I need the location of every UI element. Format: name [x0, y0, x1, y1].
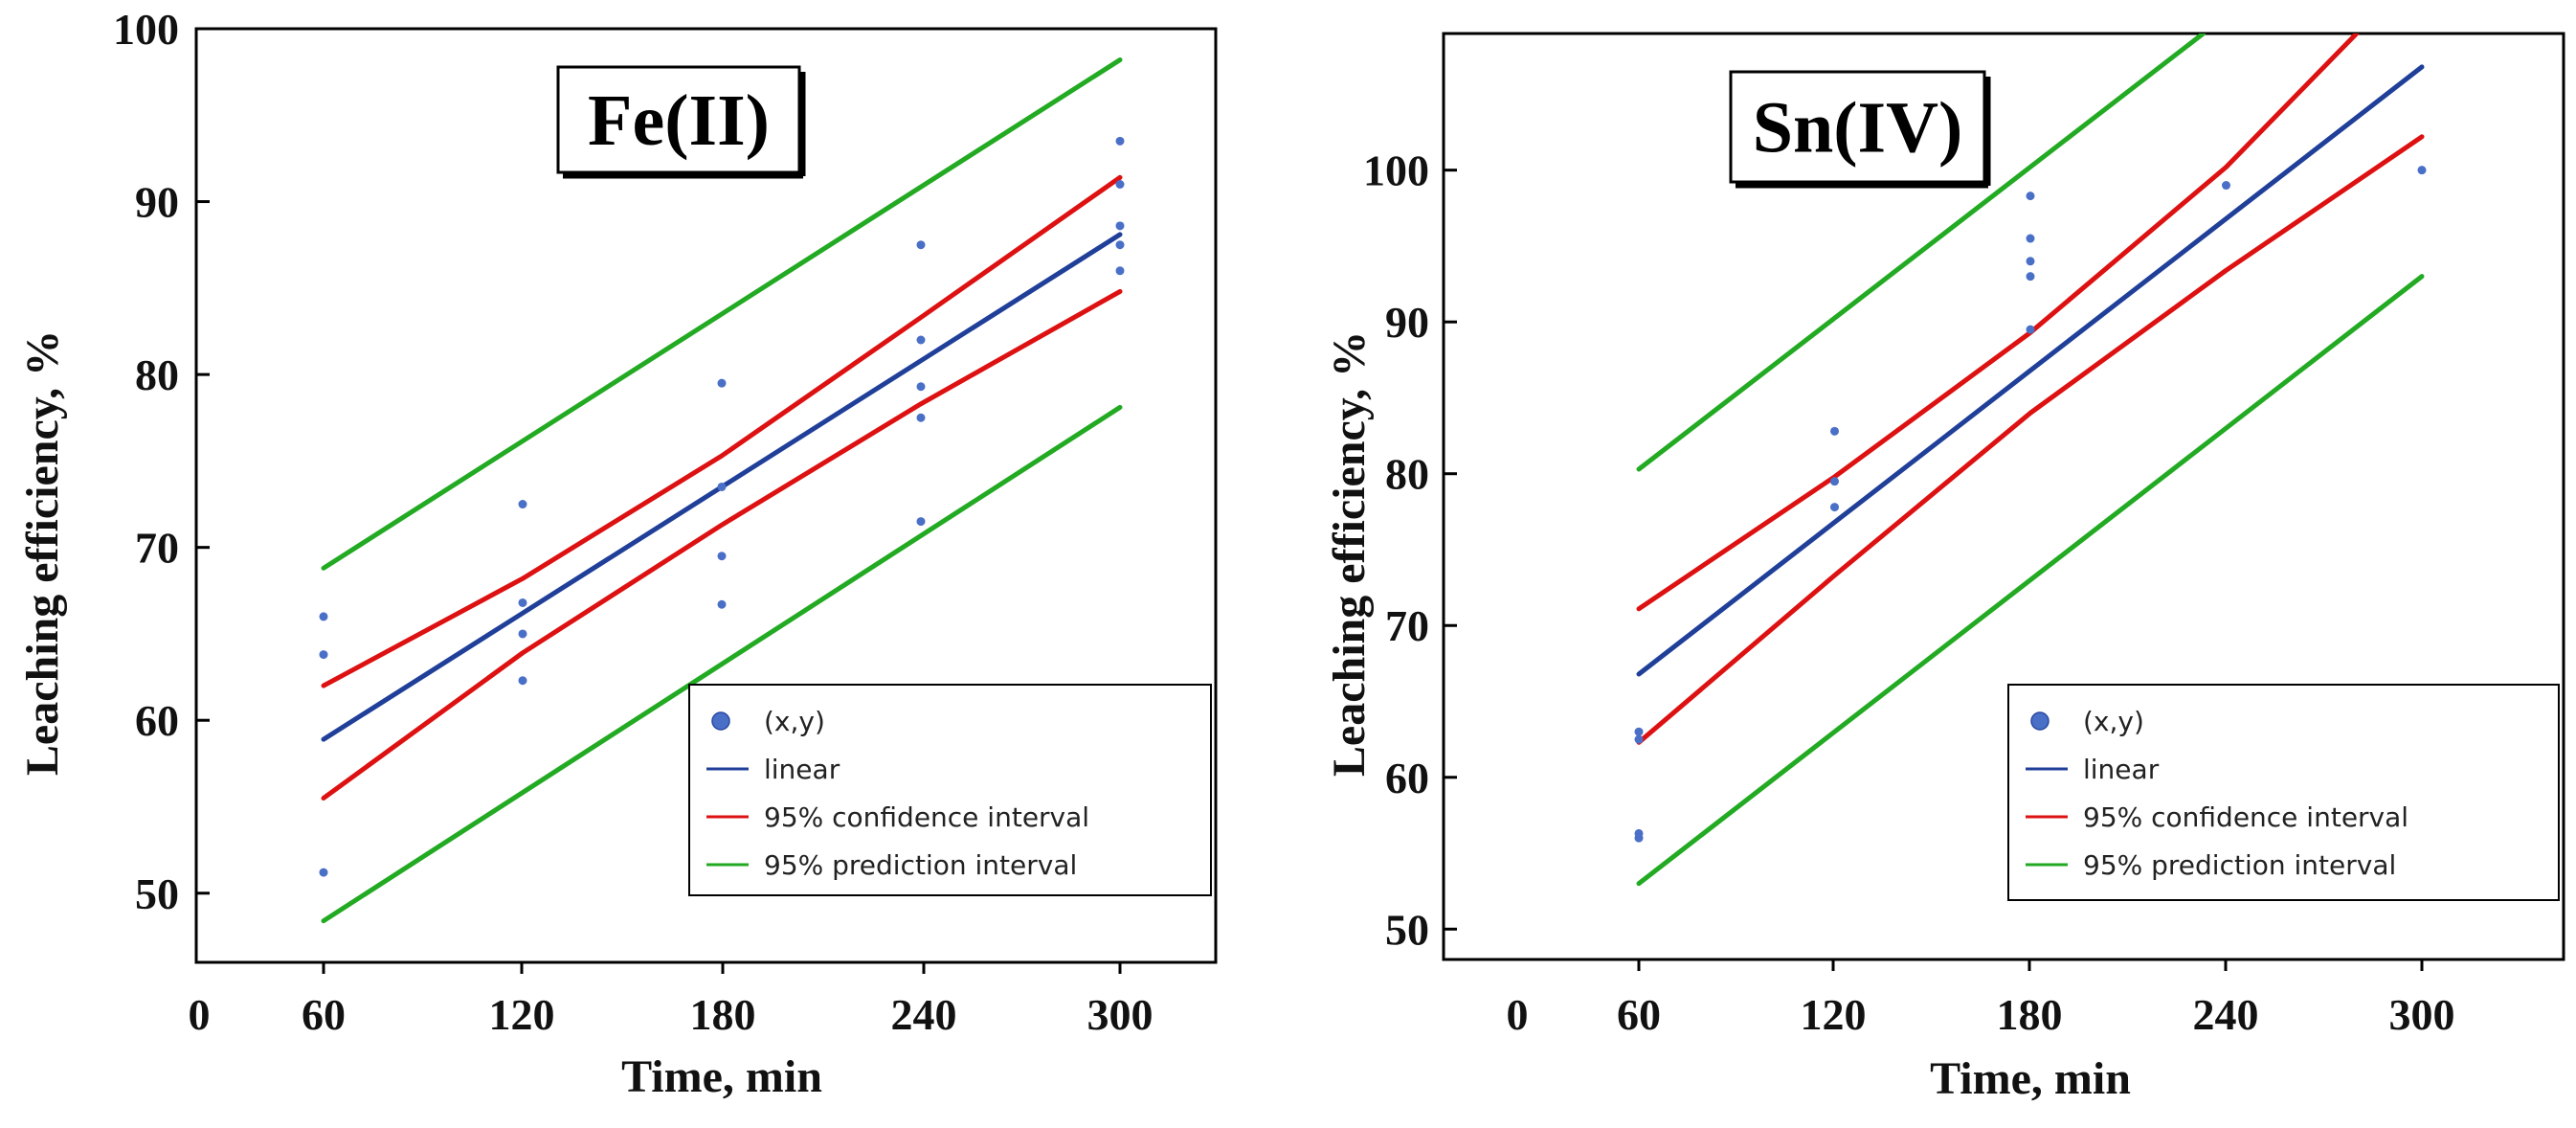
plot-frame	[194, 27, 1218, 964]
x-tick-label: 180	[1997, 990, 2063, 1039]
x-tick-label: 180	[690, 990, 756, 1039]
data-point	[916, 240, 926, 250]
y-axis-label: Leaching efficiency, %	[1324, 331, 1375, 777]
data-point	[916, 382, 926, 392]
data-point	[2026, 257, 2035, 266]
x-tick-label: 0	[1507, 990, 1529, 1039]
legend-point-marker	[2030, 711, 2050, 731]
x-tick-label: 60	[1617, 990, 1661, 1039]
legend-label: linear	[764, 754, 840, 785]
chart-panel-1: 50 60 70 80 90 100 0 60 120 180 240 300 Time, min Lea…	[17, 5, 1218, 1102]
data-point	[717, 552, 727, 561]
x-tick-label: 60	[302, 990, 346, 1039]
x-axis-label: Time, min	[1930, 1053, 2131, 1104]
data-point	[518, 629, 527, 639]
data-point	[2026, 192, 2035, 201]
y-tick-label: 60	[135, 696, 179, 745]
data-point	[1115, 136, 1125, 146]
y-tick-label: 50	[135, 869, 179, 918]
data-point	[319, 612, 328, 621]
panel-title: Sn(IV)	[1753, 88, 1963, 169]
data-point	[1115, 266, 1125, 276]
data-point	[319, 650, 328, 660]
data-point	[1634, 734, 1644, 744]
series-line-95-prediction-interval	[1636, 34, 2206, 472]
series-group	[319, 57, 1125, 924]
y-tick-label: 100	[1363, 147, 1429, 195]
data-point	[1115, 240, 1125, 250]
x-tick-label: 300	[2389, 990, 2455, 1039]
data-point	[1830, 426, 1839, 436]
data-point	[1115, 221, 1125, 231]
data-point	[319, 868, 328, 877]
data-point	[916, 413, 926, 422]
data-point	[717, 599, 727, 609]
panel-title: Fe(II)	[588, 80, 770, 161]
legend-box	[2007, 684, 2560, 901]
data-point	[2417, 166, 2427, 175]
data-point	[717, 378, 727, 388]
legend-label: 95% prediction interval	[764, 849, 1077, 881]
x-axis-label: Time, min	[621, 1051, 822, 1102]
data-point	[916, 335, 926, 345]
legend-label: linear	[2083, 754, 2160, 785]
legend-point-marker	[711, 711, 730, 731]
y-tick-label: 80	[135, 350, 179, 399]
legend-box	[688, 684, 1212, 896]
x-tick-label: 240	[891, 990, 957, 1039]
series-line-95-confidence-interval	[1636, 134, 2425, 745]
data-point	[2026, 234, 2035, 243]
y-tick-label: 80	[1385, 450, 1429, 499]
y-tick-label: 60	[1385, 754, 1429, 802]
data-point	[916, 517, 926, 527]
data-point	[2026, 325, 2035, 334]
y-tick-label: 100	[113, 5, 179, 54]
series-group	[1634, 34, 2427, 887]
legend-label: 95% confidence interval	[2083, 801, 2408, 833]
data-point	[717, 482, 727, 491]
data-point	[2222, 181, 2230, 191]
data-point	[518, 500, 527, 509]
y-tick-label: 70	[1385, 601, 1429, 650]
x-tick-label: 240	[2193, 990, 2259, 1039]
x-tick-label: 120	[1801, 990, 1867, 1039]
legend-label: (x,y)	[2083, 706, 2144, 737]
data-point	[2026, 272, 2035, 282]
y-axis-label: Leaching efficiency, %	[17, 330, 68, 776]
y-tick-label: 90	[1385, 298, 1429, 347]
data-point	[518, 598, 527, 607]
data-point	[518, 676, 527, 686]
data-point	[1830, 477, 1839, 486]
data-point	[1115, 180, 1125, 189]
x-tick-label: 300	[1087, 990, 1154, 1039]
series-line-95-prediction-interval	[321, 404, 1123, 924]
legend-label: 95% prediction interval	[2083, 849, 2396, 881]
plot-frame	[1442, 32, 2565, 961]
y-tick-label: 90	[135, 178, 179, 227]
legend-label: (x,y)	[764, 706, 825, 737]
data-point	[1830, 503, 1839, 512]
series-line-95-confidence-interval	[321, 174, 1123, 688]
chart-panel-2: 50 60 70 80 90 100 0 60 120 180 240 300 Time, min Lea…	[1324, 32, 2565, 1104]
x-tick-label: 0	[189, 990, 211, 1039]
series-line-95-prediction-interval	[321, 57, 1123, 571]
panel-title-box	[556, 65, 801, 174]
series-line-95-confidence-interval	[321, 288, 1123, 801]
series-line-95-prediction-interval	[1636, 274, 2425, 887]
panel-title-box	[1729, 70, 1986, 184]
series-line-linear	[1636, 64, 2425, 677]
data-point	[1634, 727, 1644, 736]
y-tick-label: 70	[135, 524, 179, 573]
legend-label: 95% confidence interval	[764, 801, 1089, 833]
y-tick-label: 50	[1385, 905, 1429, 954]
x-tick-label: 120	[489, 990, 555, 1039]
data-point	[1634, 833, 1644, 843]
